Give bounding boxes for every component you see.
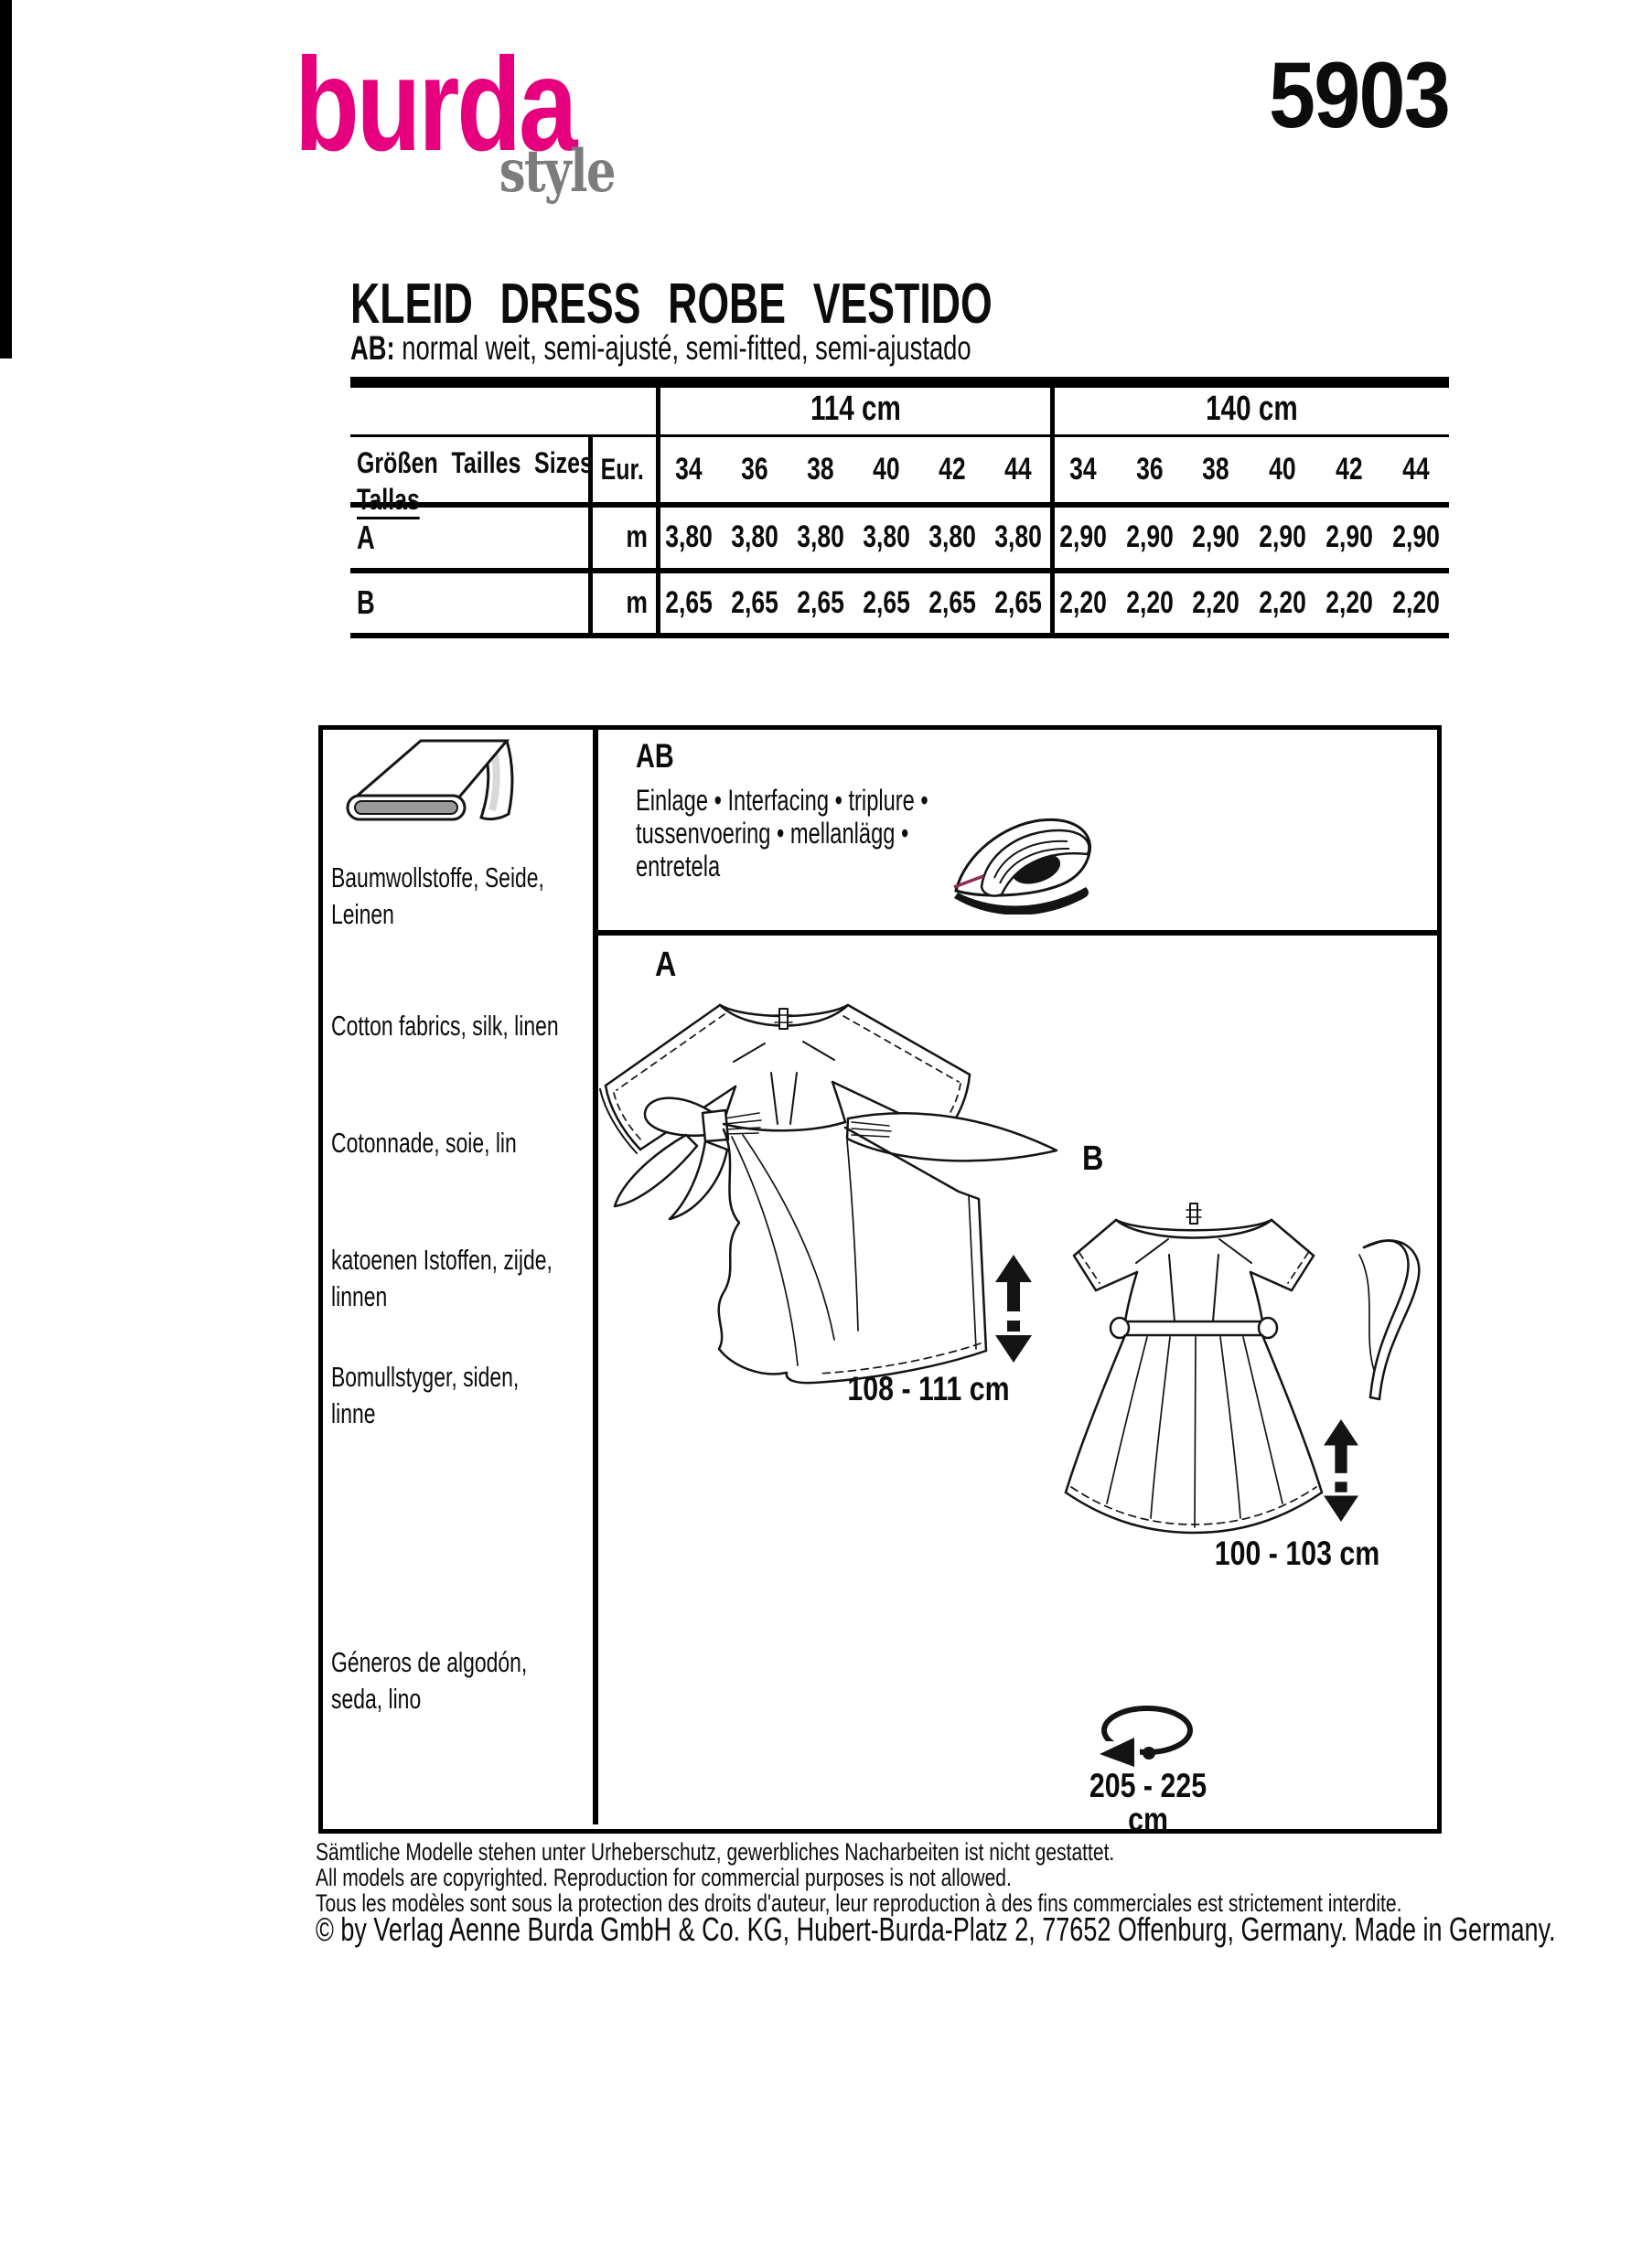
table-top-rule <box>350 377 1449 388</box>
size-col-header: 40 <box>873 452 900 487</box>
materials-es: Géneros de algodón, seda, lino <box>331 1646 528 1715</box>
table-divider-width-groups <box>1050 377 1055 637</box>
materials-sv: Bomullstyger, siden, linne <box>331 1361 520 1429</box>
fabric-width-140-label: 140 cm <box>1206 390 1298 428</box>
table-cell: 3,80 <box>863 519 910 554</box>
table-cell: 2,20 <box>1192 584 1240 620</box>
table-cell: 2,65 <box>994 584 1042 620</box>
size-col-header: 44 <box>1004 452 1032 487</box>
materials-fr: Cotonnade, soie, lin <box>331 1127 517 1159</box>
view-b-length: 100 - 103 cm <box>1214 1535 1380 1572</box>
size-col-header: 38 <box>1202 452 1229 487</box>
panel-vertical-divider <box>593 725 598 1824</box>
table-cell: 2,65 <box>665 584 713 620</box>
size-col-header: 42 <box>939 452 966 487</box>
copyright-publisher: © by Verlag Aenne Burda GmbH & Co. KG, H… <box>316 1910 1556 1948</box>
table-row-b-unit: m <box>626 584 648 620</box>
interfacing-views-label: AB <box>636 737 674 775</box>
table-cell: 2,20 <box>1259 584 1306 620</box>
fit-text: normal weit, semi-ajusté, semi-fitted, s… <box>402 329 971 367</box>
table-cell: 3,80 <box>797 519 844 554</box>
table-cell: 2,65 <box>928 584 976 620</box>
table-cell: 3,80 <box>731 519 778 554</box>
sizes-header-line2: Tallas <box>357 483 420 519</box>
table-divider-label-eur <box>588 437 593 637</box>
dress-a-drawing <box>599 1003 1058 1385</box>
table-cell: 2,65 <box>863 584 910 620</box>
table-rule-under-widths <box>350 434 1449 437</box>
table-cell: 2,20 <box>1325 584 1373 620</box>
size-col-header: 38 <box>807 452 834 487</box>
table-cell: 2,90 <box>1259 519 1306 554</box>
length-arrow-a-icon <box>995 1255 1032 1363</box>
fabric-bolt-icon <box>346 739 514 821</box>
table-cell: 2,20 <box>1392 584 1440 620</box>
size-col-header: 36 <box>1136 452 1164 487</box>
eur-label: Eur. <box>600 453 644 486</box>
eur-unit-header: Eur. <box>588 437 656 502</box>
table-cell: 2,65 <box>731 584 778 620</box>
table-rule-under-row-a <box>350 568 1449 573</box>
table-divider-eur-sizes <box>656 377 660 637</box>
size-col-header: 34 <box>675 452 703 487</box>
table-row-a-label: A <box>357 518 375 556</box>
sizes-row-header: Größen Tailles Sizes Tallas <box>357 444 593 519</box>
size-col-header: 34 <box>1069 452 1097 487</box>
copyright-line-de: Sämtliche Modelle stehen unter Urhebersc… <box>316 1838 1115 1866</box>
burda-style-logo-sub: style <box>499 137 617 206</box>
materials-and-views-panel <box>318 725 1442 1834</box>
page-title: KLEID DRESS ROBE VESTIDO <box>350 273 993 336</box>
fit-description: AB: normal weit, semi-ajusté, semi-fitte… <box>350 331 971 365</box>
table-cell: 2,90 <box>1325 519 1373 554</box>
size-col-header: 40 <box>1269 452 1296 487</box>
table-cell: 2,90 <box>1059 519 1107 554</box>
size-col-header: 42 <box>1336 452 1363 487</box>
table-cell: 2,90 <box>1192 519 1240 554</box>
table-cell: 2,20 <box>1059 584 1107 620</box>
dress-b-drawing <box>1064 1203 1421 1535</box>
table-cell: 2,90 <box>1126 519 1174 554</box>
fabric-width-140-header: 140 cm <box>1055 384 1449 434</box>
table-cell: 3,80 <box>994 519 1042 554</box>
iron-icon <box>953 818 1091 915</box>
copyright-line-fr: Tous les modèles sont sous la protection… <box>316 1889 1402 1917</box>
sizes-header-line1: Größen Tailles Sizes <box>357 446 593 479</box>
title-accent-bar <box>0 0 12 358</box>
pattern-number: 5903 <box>1268 43 1451 147</box>
fabric-width-114-label: 114 cm <box>810 390 901 428</box>
view-b-label: B <box>1082 1139 1104 1178</box>
burda-logo: burda <box>295 30 577 178</box>
table-cell: 3,80 <box>665 519 713 554</box>
fit-views-label: AB: <box>350 329 395 367</box>
table-cell: 2,20 <box>1126 584 1174 620</box>
table-row-a-unit: m <box>626 519 648 554</box>
materials-nl: katoenen Istoffen, zijde, linnen <box>331 1244 553 1312</box>
table-bottom-rule <box>350 633 1449 638</box>
size-col-header: 36 <box>741 452 768 487</box>
table-cell: 2,90 <box>1392 519 1440 554</box>
length-arrow-b-icon <box>1324 1419 1358 1522</box>
table-cell: 2,65 <box>797 584 844 620</box>
view-a-label: A <box>655 946 677 984</box>
table-cell: 3,80 <box>928 519 976 554</box>
hem-circumference-arrow-icon <box>1100 1706 1193 1767</box>
table-rule-under-sizes <box>350 502 1449 508</box>
panel-horizontal-divider <box>593 930 1437 936</box>
view-b-hem-circumference: 205 - 225 cm <box>1089 1767 1207 1838</box>
table-row-b-label: B <box>357 583 375 621</box>
copyright-line-en: All models are copyrighted. Reproduction… <box>316 1864 1012 1891</box>
interfacing-text: Einlage • Interfacing • triplure • tusse… <box>636 784 928 883</box>
materials-en: Cotton fabrics, silk, linen <box>331 1010 559 1042</box>
materials-de: Baumwollstoffe, Seide, Leinen <box>331 861 544 930</box>
view-a-length: 108 - 111 cm <box>847 1370 1010 1407</box>
fabric-width-114-header: 114 cm <box>660 384 1050 434</box>
size-col-header: 44 <box>1402 452 1430 487</box>
